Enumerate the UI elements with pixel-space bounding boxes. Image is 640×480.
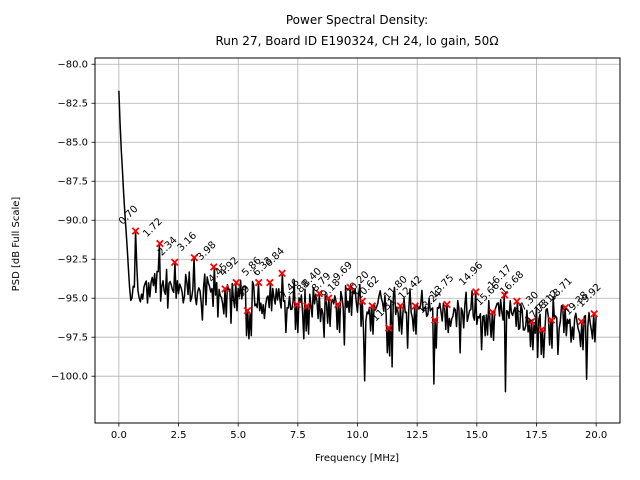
peak-marker bbox=[221, 285, 229, 293]
y-tick-label: −82.5 bbox=[57, 99, 88, 110]
peak-marker bbox=[396, 302, 405, 310]
x-tick-label: 20.0 bbox=[585, 430, 607, 441]
peak-marker bbox=[547, 316, 556, 324]
peak-marker bbox=[527, 317, 536, 326]
peak-marker bbox=[561, 303, 570, 312]
peak-marker bbox=[131, 227, 140, 235]
y-tick-label: −97.5 bbox=[57, 333, 88, 344]
peak-marker bbox=[254, 278, 263, 287]
peak-marker bbox=[243, 306, 252, 315]
peak-marker bbox=[538, 325, 546, 334]
x-axis-label: Frequency [MHz] bbox=[315, 453, 399, 464]
peak-marker bbox=[324, 294, 333, 303]
peak-marker bbox=[278, 269, 286, 278]
y-tick-label: −100.0 bbox=[51, 372, 88, 383]
x-tick-label: 15.0 bbox=[466, 430, 488, 441]
peak-marker bbox=[443, 300, 451, 309]
peak-marker bbox=[368, 302, 377, 310]
peak-marker bbox=[293, 300, 301, 309]
peak-marker bbox=[590, 309, 599, 318]
peak-marker bbox=[170, 258, 179, 267]
peak-marker bbox=[411, 302, 420, 310]
peak-marker bbox=[209, 263, 218, 271]
x-tick-label: 0.0 bbox=[111, 430, 127, 441]
peak-marker bbox=[315, 289, 324, 298]
x-tick-label: 17.5 bbox=[525, 430, 547, 441]
peak-marker bbox=[232, 278, 241, 287]
trace-group bbox=[118, 90, 597, 393]
y-tick-label: −85.0 bbox=[57, 138, 88, 149]
peak-marker bbox=[190, 253, 199, 262]
y-tick-label: −95.0 bbox=[57, 294, 88, 305]
peak-marker bbox=[430, 316, 439, 324]
plot-border bbox=[94, 57, 621, 424]
peak-marker bbox=[513, 297, 521, 306]
y-tick-label: −90.0 bbox=[57, 216, 88, 227]
x-tick-label: 7.5 bbox=[290, 430, 306, 441]
peak-marker bbox=[334, 300, 342, 309]
y-axis-label: PSD [dB Full Scale] bbox=[11, 197, 22, 292]
y-tick-label: −87.5 bbox=[57, 177, 88, 188]
peak-marker bbox=[384, 324, 393, 332]
peak-marker bbox=[500, 291, 509, 299]
y-tick-label: −80.0 bbox=[57, 60, 88, 71]
psd-trace bbox=[118, 90, 597, 393]
peak-marker bbox=[472, 288, 480, 296]
peak-marker bbox=[488, 308, 497, 317]
peak-marker bbox=[266, 278, 274, 287]
chart-title-line2: Run 27, Board ID E190324, CH 24, lo gain… bbox=[215, 34, 498, 48]
y-tick-label: −92.5 bbox=[57, 255, 88, 266]
x-tick-label: 2.5 bbox=[171, 430, 187, 441]
x-tick-label: 12.5 bbox=[406, 430, 428, 441]
peak-marker bbox=[346, 283, 354, 292]
peak-marker bbox=[156, 239, 164, 248]
peak-marker bbox=[358, 297, 367, 306]
x-tick-label: 5.0 bbox=[230, 430, 246, 441]
peak-marker bbox=[303, 302, 311, 310]
chart-title-line1: Power Spectral Density: bbox=[286, 13, 428, 27]
x-tick-label: 10.0 bbox=[346, 430, 368, 441]
peak-marker bbox=[577, 317, 586, 326]
